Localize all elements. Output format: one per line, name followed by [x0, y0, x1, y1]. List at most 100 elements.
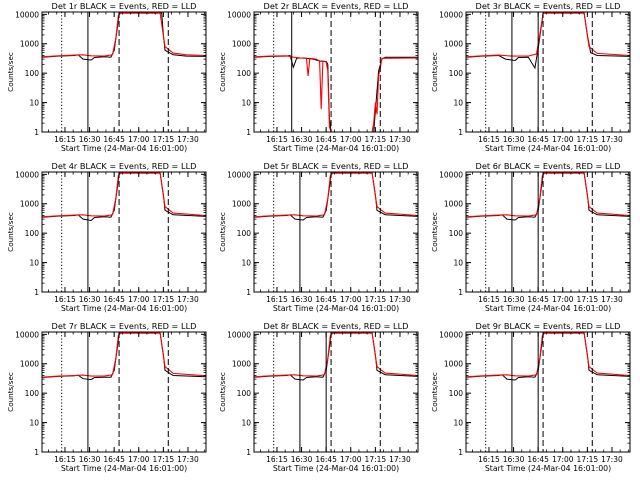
y-tick-label: 1: [458, 128, 463, 137]
x-tick-label: 17:15: [153, 135, 175, 144]
y-tick-label: 1: [34, 288, 39, 297]
x-tick-label: 16:15: [54, 455, 76, 464]
x-tick-label: 16:45: [315, 135, 337, 144]
x-tick-label: 16:30: [503, 135, 525, 144]
y-tick-label: 1: [34, 448, 39, 457]
plot-frame: [253, 171, 419, 293]
y-tick-label: 10000: [227, 170, 251, 179]
chart-panel-1: Det 1r BLACK = Events, RED = LLD 1 10 100 10…: [6, 1, 207, 153]
x-tick-label: 17:30: [389, 295, 411, 304]
x-axis-label: Start Time (24-Mar-04 16:01:00): [273, 304, 399, 313]
x-tick-label: 16:45: [315, 455, 337, 464]
chart-panel-5: Det 5r BLACK = Events, RED = LLD 1 10 100 10…: [218, 161, 419, 313]
plot-frame: [41, 171, 207, 293]
y-tick-label: 100: [237, 389, 252, 398]
x-tick-label: 16:15: [478, 135, 500, 144]
x-tick-label: 16:15: [478, 295, 500, 304]
y-tick-label: 10000: [15, 330, 39, 339]
y-tick-label: 1000: [20, 360, 39, 369]
x-tick-label: 16:15: [478, 455, 500, 464]
x-tick-label: 17:30: [177, 135, 199, 144]
y-tick-label: 10: [29, 259, 39, 268]
x-tick-label: 17:00: [340, 295, 362, 304]
x-axis-label: Start Time (24-Mar-04 16:01:00): [273, 464, 399, 473]
y-tick-label: 10: [29, 419, 39, 428]
x-tick-label: 16:30: [291, 135, 313, 144]
y-tick-label: 10000: [439, 170, 463, 179]
y-tick-label: 10000: [439, 10, 463, 19]
y-axis-label: Counts/sec: [218, 212, 227, 252]
y-tick-label: 1000: [444, 40, 463, 49]
y-axis-label: Counts/sec: [430, 212, 439, 252]
x-tick-label: 17:15: [153, 455, 175, 464]
lld-series-line: [466, 12, 630, 58]
chart-title: Det 2r BLACK = Events, RED = LLD: [264, 1, 409, 11]
events-series-line: [42, 332, 206, 381]
y-tick-label: 1: [458, 448, 463, 457]
y-tick-label: 10: [453, 99, 463, 108]
y-tick-label: 1: [246, 128, 251, 137]
y-tick-label: 100: [25, 69, 40, 78]
x-axis-label: Start Time (24-Mar-04 16:01:00): [61, 464, 187, 473]
x-tick-label: 17:15: [577, 135, 599, 144]
y-axis-label: Counts/sec: [430, 372, 439, 412]
lld-series-line: [254, 55, 418, 132]
y-tick-label: 1: [246, 288, 251, 297]
chart-panel-2: Det 2r BLACK = Events, RED = LLD 1 10 100 10…: [218, 1, 419, 153]
y-tick-label: 10: [241, 419, 251, 428]
y-axis-label: Counts/sec: [6, 372, 15, 412]
lld-series-line: [42, 12, 206, 58]
x-tick-label: 17:30: [601, 295, 623, 304]
x-tick-label: 17:00: [552, 295, 574, 304]
x-tick-label: 17:00: [340, 455, 362, 464]
x-tick-label: 16:30: [79, 135, 101, 144]
x-axis-label: Start Time (24-Mar-04 16:01:00): [485, 144, 611, 153]
y-tick-label: 100: [237, 229, 252, 238]
y-tick-label: 100: [449, 389, 464, 398]
plot-frame: [41, 331, 207, 453]
chart-title: Det 5r BLACK = Events, RED = LLD: [264, 161, 409, 171]
events-series-line: [466, 172, 630, 221]
lld-series-line: [466, 172, 630, 218]
y-tick-label: 10000: [227, 10, 251, 19]
events-series-line: [254, 54, 418, 132]
lld-series-line: [466, 332, 630, 378]
x-axis-label: Start Time (24-Mar-04 16:01:00): [273, 144, 399, 153]
plot-frame: [465, 171, 631, 293]
y-tick-label: 1: [458, 288, 463, 297]
x-tick-label: 17:30: [601, 455, 623, 464]
y-tick-label: 1000: [444, 200, 463, 209]
x-tick-label: 16:30: [79, 455, 101, 464]
lld-series-line: [42, 172, 206, 218]
y-tick-label: 100: [449, 69, 464, 78]
y-axis-label: Counts/sec: [6, 212, 15, 252]
y-tick-label: 100: [237, 69, 252, 78]
chart-panel-3: Det 3r BLACK = Events, RED = LLD 1 10 100 10…: [430, 1, 631, 153]
x-tick-label: 17:15: [577, 295, 599, 304]
chart-title: Det 9r BLACK = Events, RED = LLD: [476, 321, 621, 331]
y-axis-label: Counts/sec: [218, 52, 227, 92]
x-tick-label: 17:30: [601, 135, 623, 144]
x-tick-label: 16:30: [503, 455, 525, 464]
x-tick-label: 17:15: [577, 455, 599, 464]
y-tick-label: 1000: [20, 200, 39, 209]
chart-panel-8: Det 8r BLACK = Events, RED = LLD 1 10 100 10…: [218, 321, 419, 473]
y-tick-label: 100: [449, 229, 464, 238]
x-tick-label: 16:30: [291, 295, 313, 304]
x-tick-label: 17:00: [128, 135, 150, 144]
x-tick-label: 16:45: [315, 295, 337, 304]
y-tick-label: 1: [246, 448, 251, 457]
events-series-line: [254, 172, 418, 221]
x-tick-label: 17:15: [365, 295, 387, 304]
x-tick-label: 17:00: [552, 135, 574, 144]
x-tick-label: 16:45: [527, 455, 549, 464]
plot-frame: [253, 331, 419, 453]
x-tick-label: 16:30: [291, 455, 313, 464]
x-tick-label: 16:45: [527, 135, 549, 144]
chart-title: Det 4r BLACK = Events, RED = LLD: [52, 161, 197, 171]
events-series-line: [466, 12, 630, 70]
chart-panel-6: Det 6r BLACK = Events, RED = LLD 1 10 100 10…: [430, 161, 631, 313]
x-tick-label: 16:30: [79, 295, 101, 304]
x-tick-label: 17:30: [389, 455, 411, 464]
